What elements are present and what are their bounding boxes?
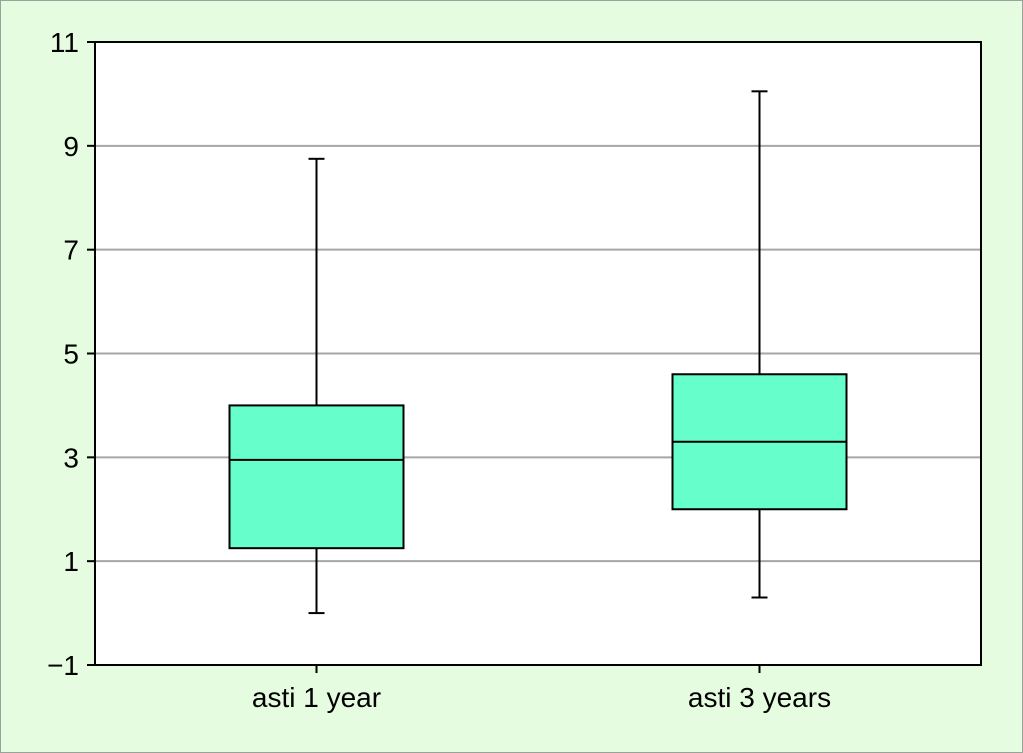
y-tick-label: 9 xyxy=(63,131,79,162)
y-tick-label: 7 xyxy=(63,235,79,266)
y-tick-label: 1 xyxy=(63,546,79,577)
x-tick-label: asti 3 years xyxy=(688,682,831,713)
box-iqr xyxy=(228,404,405,550)
y-axis: −1 1 3 5 7 9 11 xyxy=(47,27,95,681)
x-axis: asti 1 year asti 3 years xyxy=(252,665,831,713)
y-tick-label: 11 xyxy=(50,27,79,58)
boxes xyxy=(228,90,848,615)
y-tick-label: 3 xyxy=(63,442,79,473)
x-tick-label: asti 1 year xyxy=(252,682,381,713)
y-tick-label: 5 xyxy=(63,339,79,370)
y-tick-label: −1 xyxy=(47,650,79,681)
box-2 xyxy=(671,90,848,599)
box-1 xyxy=(228,157,405,615)
